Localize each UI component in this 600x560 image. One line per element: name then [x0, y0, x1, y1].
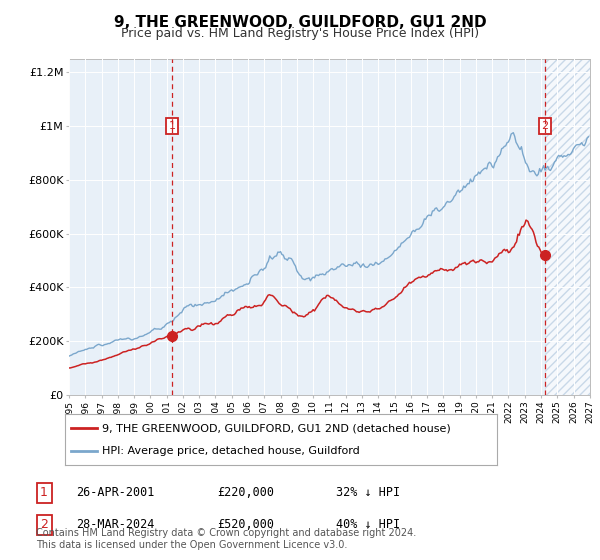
Bar — [545, 59, 590, 395]
Text: 2: 2 — [541, 121, 548, 131]
Text: HPI: Average price, detached house, Guildford: HPI: Average price, detached house, Guil… — [101, 446, 359, 456]
Text: 32% ↓ HPI: 32% ↓ HPI — [336, 486, 400, 499]
Bar — [545, 59, 590, 395]
Text: 1: 1 — [40, 486, 48, 499]
Text: Price paid vs. HM Land Registry's House Price Index (HPI): Price paid vs. HM Land Registry's House … — [121, 27, 479, 40]
Text: 28-MAR-2024: 28-MAR-2024 — [77, 518, 155, 531]
Text: 9, THE GREENWOOD, GUILDFORD, GU1 2ND: 9, THE GREENWOOD, GUILDFORD, GU1 2ND — [113, 15, 487, 30]
Text: 2: 2 — [40, 518, 48, 531]
Text: 1: 1 — [169, 121, 175, 131]
Text: Contains HM Land Registry data © Crown copyright and database right 2024.
This d: Contains HM Land Registry data © Crown c… — [36, 528, 416, 550]
Text: £220,000: £220,000 — [217, 486, 274, 499]
Text: £520,000: £520,000 — [217, 518, 274, 531]
Text: 26-APR-2001: 26-APR-2001 — [77, 486, 155, 499]
Text: 9, THE GREENWOOD, GUILDFORD, GU1 2ND (detached house): 9, THE GREENWOOD, GUILDFORD, GU1 2ND (de… — [101, 423, 450, 433]
Text: 40% ↓ HPI: 40% ↓ HPI — [336, 518, 400, 531]
